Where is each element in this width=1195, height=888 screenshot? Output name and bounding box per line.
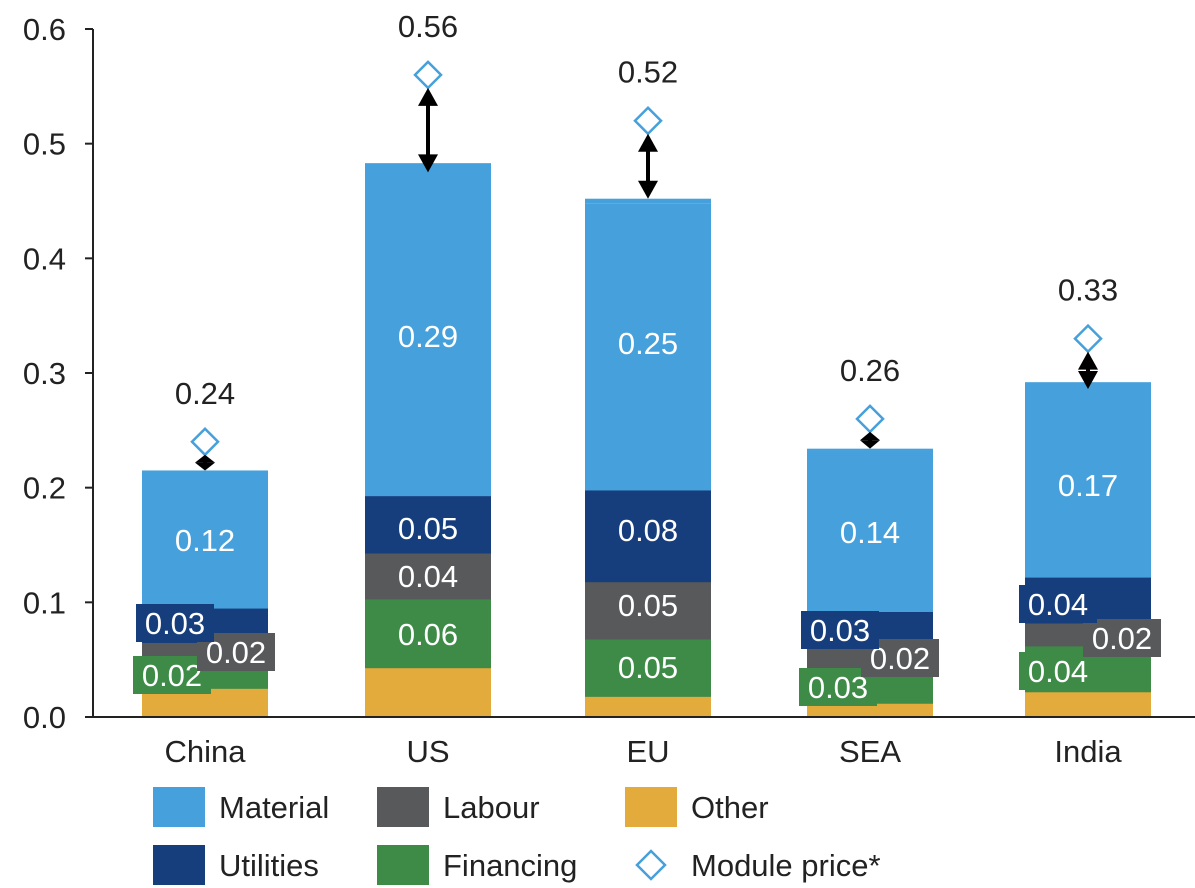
segment-label-box-utilities-eu [609,511,687,549]
segment-label-utilities-china: 0.03 [145,606,205,641]
legend-swatch-financing [377,845,429,885]
bar-other-eu [585,696,711,718]
gap-arrow-head-down-india [1078,371,1098,390]
x-tick-label-india: India [1054,734,1122,769]
legend-label-utilities: Utilities [219,848,319,883]
y-tick-label-0: 0.0 [23,700,66,735]
legend-label-module-price: Module price* [691,848,881,883]
segment-label-financing-india: 0.04 [1028,654,1088,689]
bar-other-sea [807,703,933,718]
gap-arrow-head-up-eu [638,133,658,152]
y-tick-label-1: 0.1 [23,585,66,620]
legend-label-labour: Labour [443,790,540,825]
segment-label-financing-china: 0.02 [142,658,202,693]
x-tick-label-sea: SEA [839,734,901,769]
legend-swatch-utilities [153,845,205,885]
x-tick-label-china: China [165,734,247,769]
segment-label-labour-eu: 0.05 [618,588,678,623]
gap-arrow-head-down-eu [638,180,658,199]
segment-label-box-utilities-china [136,604,214,642]
y-tick-label-6: 0.6 [23,12,66,47]
legend-label-other: Other [691,790,769,825]
module-price-label-us: 0.56 [398,9,458,44]
bar-material-us [365,163,491,497]
gap-arrow-head-up-sea [860,431,880,441]
bar-material-sea [807,450,933,613]
bar-material-china [142,470,268,609]
module-price-marker-india [1073,323,1103,354]
x-tick-label-eu: EU [626,734,669,769]
segment-label-financing-sea: 0.03 [808,670,868,705]
gap-arrow-head-down-us [418,154,438,173]
segment-label-box-labour-india [1083,619,1161,657]
y-tick-label-5: 0.5 [23,127,66,162]
module-price-marker-china [190,427,220,457]
segment-label-labour-india: 0.02 [1092,621,1152,656]
bars-layer: 0.020.060.050.03 0.040.020.040.050.020.02… [133,163,1161,718]
legend: Material Labour Other Utilities Financing Mod… [153,787,881,885]
bar-other-india [1025,691,1151,718]
segment-label-box-financing-india [1019,652,1097,690]
module-price-label-eu: 0.52 [618,55,678,90]
segment-label-labour-sea: 0.02 [870,641,930,676]
y-tick-label-3: 0.3 [23,356,66,391]
segment-label-financing-us: 0.06 [398,617,458,652]
gap-arrow-head-up-india [1078,351,1098,370]
bar-material-top-eu [585,198,711,204]
legend-swatch-material [153,787,205,827]
segment-label-financing-eu: 0.05 [618,650,678,685]
segment-label-box-labour-eu [609,586,687,624]
segment-label-material-us: 0.29 [398,319,458,354]
segment-label-box-utilities-india [1019,585,1097,623]
module-price-marker-eu [633,105,663,136]
y-tick-label-2: 0.2 [23,471,66,506]
legend-swatch-module-price [635,849,667,881]
segment-label-utilities-eu: 0.08 [618,513,678,548]
bar-material-eu [585,203,711,491]
y-tick-label-4: 0.4 [23,241,66,276]
segment-label-box-utilities-sea [801,611,879,649]
module-price-label-india: 0.33 [1058,273,1118,308]
segment-label-material-eu: 0.25 [618,326,678,361]
segment-label-box-financing-eu [609,648,687,686]
segment-label-box-utilities-us [389,509,467,547]
legend-label-financing: Financing [443,848,577,883]
bar-other-us [365,667,491,718]
bar-material-top-sea [807,448,933,451]
segment-label-box-financing-us [389,615,467,653]
segment-label-utilities-india: 0.04 [1028,587,1088,622]
bar-material-india [1025,382,1151,578]
legend-label-material: Material [219,790,329,825]
module-price-marker-us [413,60,443,90]
segment-label-material-sea: 0.14 [840,515,900,550]
gap-arrow-head-down-china [195,462,215,471]
segment-label-material-china: 0.12 [175,523,235,558]
gap-arrow-head-up-china [195,454,215,463]
markers-layer: 0.24 0.56 0.52 0.26 0.33 [175,9,1118,471]
segment-label-utilities-us: 0.05 [398,511,458,546]
segment-label-labour-us: 0.04 [398,559,458,594]
module-price-label-sea: 0.26 [840,353,900,388]
module-price-marker-sea [855,404,885,434]
module-price-label-china: 0.24 [175,376,235,411]
gap-arrow-head-up-us [418,87,438,106]
axes-layer: 0.0 0.1 0.2 0.3 0.4 0.5 0.6 China US EU SEA India [23,12,1195,769]
legend-swatch-other [625,787,677,827]
legend-swatch-labour [377,787,429,827]
x-tick-label-us: US [406,734,449,769]
segment-label-utilities-sea: 0.03 [810,613,870,648]
gap-arrow-head-down-sea [860,440,880,449]
segment-label-box-labour-us [389,557,467,595]
segment-label-material-india: 0.17 [1058,468,1118,503]
segment-label-labour-china: 0.02 [206,635,266,670]
